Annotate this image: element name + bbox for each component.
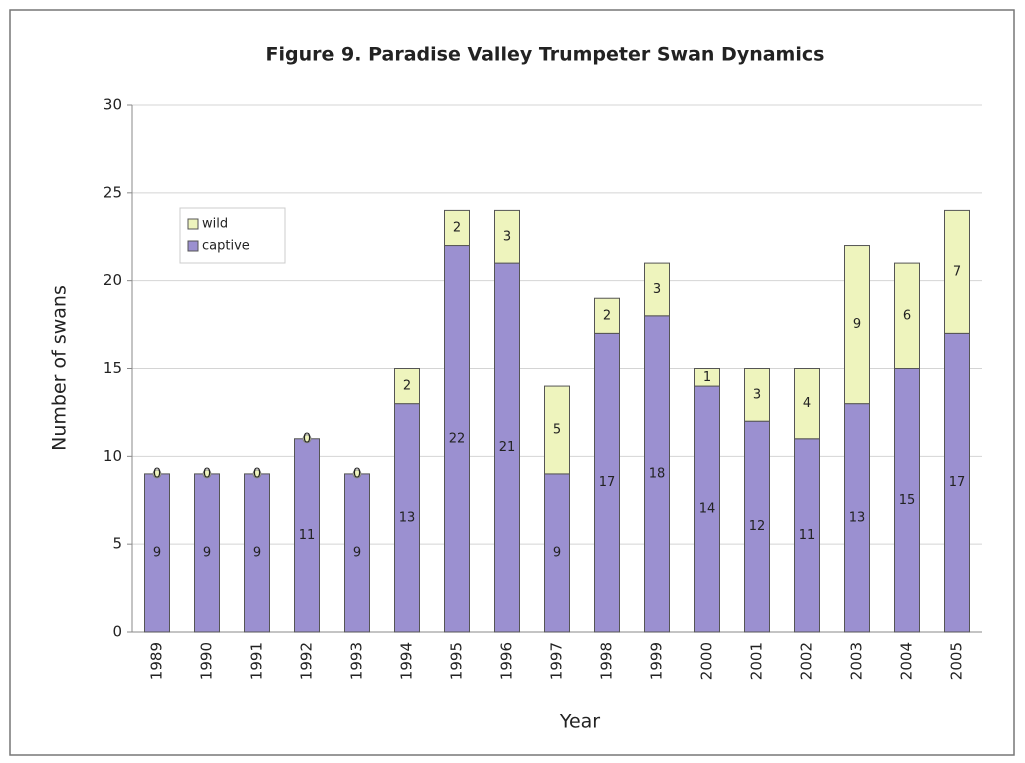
bar-segment (844, 245, 870, 405)
bar-segment (544, 473, 570, 633)
data-label: 3 (653, 282, 661, 297)
data-label: 13 (849, 510, 866, 525)
zero-marker (352, 469, 362, 479)
bar-segment (294, 438, 320, 633)
x-tick-label: 1998 (598, 642, 616, 680)
x-tick-label: 1999 (648, 642, 666, 680)
x-tick-label: 1990 (198, 642, 216, 680)
bar-segment (394, 368, 420, 405)
data-label: 0 (203, 466, 211, 481)
data-label: 12 (749, 519, 766, 534)
x-axis-title: Year (559, 711, 600, 733)
bar-segment (794, 438, 820, 633)
data-label: 9 (853, 317, 861, 332)
data-label: 9 (253, 545, 261, 560)
data-label: 13 (399, 510, 416, 525)
data-label: 2 (603, 308, 611, 323)
data-label: 9 (153, 545, 161, 560)
bar-segment (694, 385, 720, 633)
bar-segment (144, 473, 170, 633)
x-tick-label: 2004 (898, 642, 916, 680)
bar-segment (394, 403, 420, 633)
data-label: 7 (953, 264, 961, 279)
x-tick-label: 1993 (348, 642, 366, 680)
x-tick-label: 1994 (398, 642, 416, 680)
data-label: 0 (153, 466, 161, 481)
zero-marker (202, 469, 212, 479)
legend-label: wild (202, 217, 228, 232)
data-label: 0 (353, 466, 361, 481)
data-label: 21 (499, 440, 516, 455)
data-label: 4 (803, 396, 811, 411)
x-tick-label: 1992 (298, 642, 316, 680)
zero-marker (302, 434, 312, 444)
bar-segment (894, 262, 920, 370)
data-label: 9 (203, 545, 211, 560)
data-label: 11 (799, 528, 816, 543)
legend-box (179, 207, 286, 264)
data-label: 17 (599, 475, 616, 490)
data-label: 14 (699, 502, 716, 517)
bar-segment (794, 368, 820, 440)
bar-segment (644, 315, 670, 633)
data-label: 3 (753, 387, 761, 402)
x-tick-label: 2003 (848, 642, 866, 680)
bar-segment (594, 332, 620, 633)
data-label: 2 (403, 379, 411, 394)
x-tick-label: 1989 (148, 642, 166, 680)
data-label: 5 (553, 422, 561, 437)
bar-segment (444, 245, 470, 633)
data-label: 1 (703, 370, 711, 385)
y-tick-label: 25 (103, 183, 122, 201)
x-tick-label: 2001 (748, 642, 766, 680)
bar-segment (444, 209, 470, 247)
bar-segment (494, 209, 520, 264)
y-tick-label: 15 (103, 359, 122, 377)
zero-marker (152, 469, 162, 479)
y-tick-label: 5 (112, 535, 122, 553)
bar-segment (344, 473, 370, 633)
data-label: 18 (649, 466, 666, 481)
bar-segment (594, 297, 620, 334)
x-tick-label: 1996 (498, 642, 516, 680)
bar-segment (694, 368, 720, 387)
x-tick-label: 2002 (798, 642, 816, 680)
y-tick-label: 10 (103, 447, 122, 465)
data-label: 6 (903, 308, 911, 323)
x-tick-label: 1995 (448, 642, 466, 680)
legend-swatch (187, 240, 199, 252)
data-label: 15 (899, 493, 916, 508)
data-label: 11 (299, 528, 316, 543)
x-tick-label: 1991 (248, 642, 266, 680)
y-tick-label: 0 (112, 623, 122, 641)
x-tick-label: 2005 (948, 642, 966, 680)
bar-segment (744, 420, 770, 633)
bar-segment (644, 262, 670, 317)
data-label: 3 (503, 229, 511, 244)
bar-segment (494, 262, 520, 633)
chart-title: Figure 9. Paradise Valley Trumpeter Swan… (266, 44, 825, 66)
bar-segment (844, 403, 870, 633)
data-label: 2 (453, 220, 461, 235)
x-tick-label: 2000 (698, 642, 716, 680)
y-tick-label: 30 (103, 96, 122, 114)
data-label: 0 (303, 431, 311, 446)
y-axis-title: Number of swans (49, 285, 71, 451)
legend-label: captive (202, 239, 250, 254)
bar-segment (944, 332, 970, 633)
data-label: 9 (553, 545, 561, 560)
bar-segment (544, 385, 570, 475)
data-label: 9 (353, 545, 361, 560)
bar-segment (744, 368, 770, 422)
data-label: 17 (949, 475, 966, 490)
data-label: 22 (449, 431, 466, 446)
legend-swatch (187, 218, 199, 230)
data-label: 0 (253, 466, 261, 481)
y-tick-label: 20 (103, 271, 122, 289)
bar-segment (944, 209, 970, 334)
x-tick-label: 1997 (548, 642, 566, 680)
bar-segment (194, 473, 220, 633)
zero-marker (252, 469, 262, 479)
